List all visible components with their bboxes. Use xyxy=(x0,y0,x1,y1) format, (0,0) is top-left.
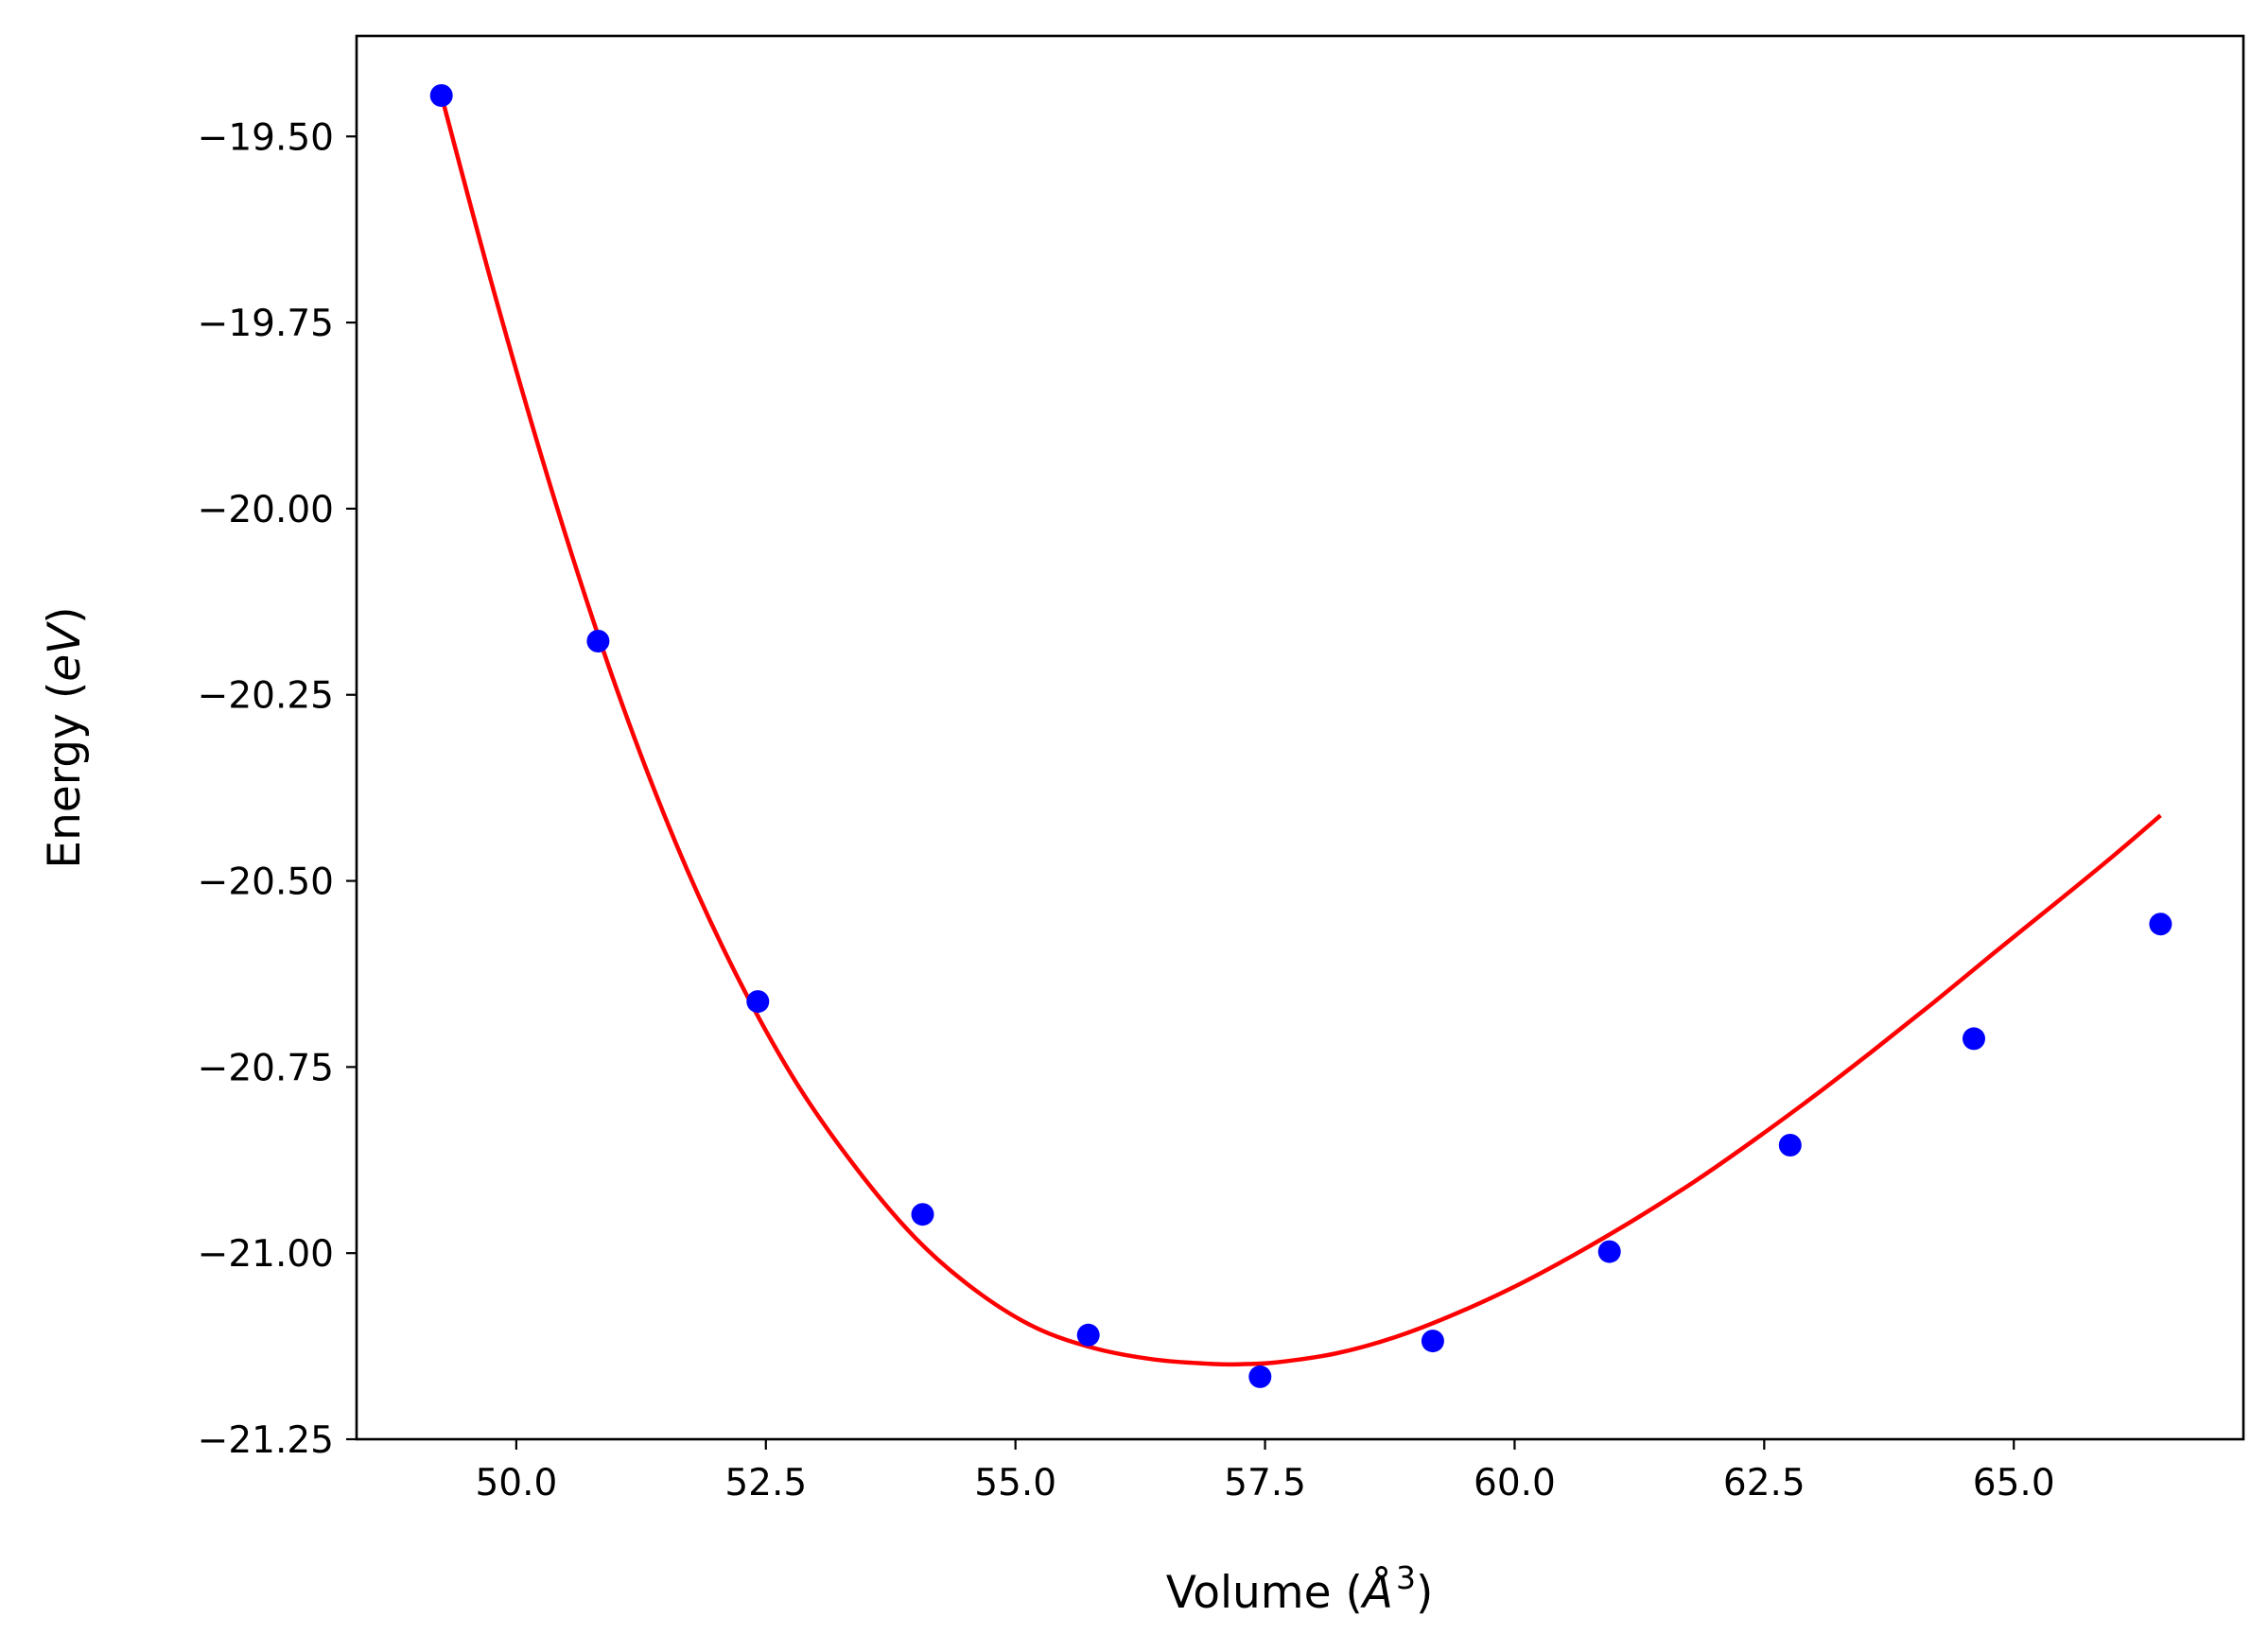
data-point xyxy=(2149,913,2172,936)
data-point xyxy=(1597,1240,1621,1263)
y-tick-label: −21.25 xyxy=(198,1419,334,1462)
data-point xyxy=(1076,1323,1100,1347)
y-tick-label: −19.75 xyxy=(198,303,334,345)
x-axis-title-text: Volume ( xyxy=(1166,1567,1363,1619)
data-point xyxy=(586,630,610,652)
y-tick-label: −20.00 xyxy=(198,489,334,531)
data-point xyxy=(1421,1330,1444,1353)
x-tick-label: 50.0 xyxy=(475,1462,557,1504)
y-axis-title: Energy (eV) xyxy=(39,606,91,868)
y-tick-label: −21.00 xyxy=(198,1233,334,1276)
fit-curve-layer xyxy=(439,95,2162,1367)
y-tick-label: −19.50 xyxy=(198,116,334,159)
fit-curve-line xyxy=(439,95,2162,1367)
x-tick-label: 55.0 xyxy=(974,1462,1056,1504)
data-point xyxy=(429,84,453,107)
x-axis: 50.0 52.5 55.0 57.5 60.0 62.5 65.0 xyxy=(475,1439,2055,1504)
x-tick-label: 60.0 xyxy=(1474,1462,1556,1504)
x-tick-label: 65.0 xyxy=(1973,1462,2055,1504)
x-axis-title: Volume (Å3) xyxy=(1166,1559,1434,1619)
y-axis-title-close: ) xyxy=(39,606,91,623)
x-axis-title-symbol: Å xyxy=(1360,1567,1393,1619)
y-axis-title-unit: eV xyxy=(39,621,91,682)
data-point xyxy=(1963,1027,1985,1051)
y-tick-label: −20.25 xyxy=(198,675,334,718)
x-tick-label: 52.5 xyxy=(724,1462,807,1504)
data-point xyxy=(911,1203,934,1226)
x-tick-label: 57.5 xyxy=(1224,1462,1306,1504)
x-axis-title-superscript: 3 xyxy=(1396,1559,1416,1596)
plot-frame xyxy=(355,34,2245,1441)
data-point xyxy=(1778,1134,1802,1156)
y-tick-label: −20.75 xyxy=(198,1047,334,1089)
data-point xyxy=(746,990,770,1014)
x-tick-label: 62.5 xyxy=(1723,1462,1806,1504)
y-tick-label: −20.50 xyxy=(198,861,334,904)
y-axis: −19.50 −19.75 −20.00 −20.25 −20.50 −20.75 −21.… xyxy=(198,116,357,1462)
y-axis-title-text: Energy ( xyxy=(39,682,91,869)
x-axis-title-close: ) xyxy=(1416,1567,1433,1619)
data-points-layer xyxy=(429,84,2172,1388)
data-point xyxy=(1248,1365,1272,1388)
